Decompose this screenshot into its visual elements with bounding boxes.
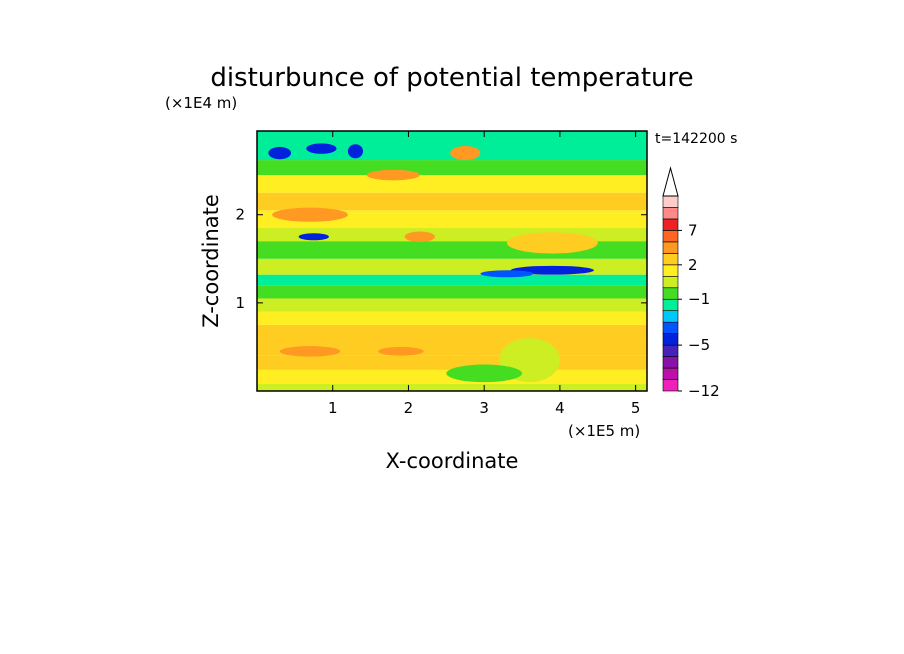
- contour-blob: [268, 146, 292, 160]
- colorbar-label: −5: [688, 336, 710, 354]
- colorbar-segment: [662, 207, 679, 220]
- time-label: t=142200 s: [655, 131, 737, 147]
- contour-band: [257, 274, 647, 286]
- colorbar-segment: [662, 356, 679, 369]
- colorbar-segment: [662, 195, 679, 208]
- x-axis-label: X-coordinate: [386, 449, 519, 473]
- contour-blob: [272, 207, 348, 222]
- colorbar-segment: [662, 310, 679, 323]
- contour-blob: [378, 346, 424, 356]
- contour-band: [257, 175, 647, 193]
- colorbar-segment: [662, 321, 679, 334]
- colorbar-label: 7: [688, 221, 698, 239]
- contour-blob: [506, 232, 598, 254]
- chart-title: disturbunce of potential temperature: [210, 63, 693, 93]
- colorbar-segment: [662, 241, 679, 254]
- contour-band: [257, 383, 647, 391]
- colorbar-label: −12: [688, 382, 720, 400]
- contour-band: [257, 311, 647, 325]
- contour-band: [257, 160, 647, 176]
- colorbar-segment: [662, 287, 679, 300]
- y-axis-ticks: 12: [235, 206, 647, 312]
- colorbar-segment: [662, 253, 679, 266]
- x-tick-label: 5: [631, 399, 641, 417]
- contour-band: [257, 285, 647, 299]
- contour-band: [257, 298, 647, 312]
- x-tick-label: 2: [404, 399, 414, 417]
- contour-blob: [279, 346, 341, 357]
- colorbar-segment: [662, 379, 679, 392]
- x-tick-label: 1: [328, 399, 338, 417]
- colorbar-segment: [662, 298, 679, 312]
- colorbar: 7 2 −1 −5 −12: [662, 166, 720, 400]
- contour-band: [257, 355, 647, 370]
- contour-band: [257, 192, 647, 211]
- plot-frame: [256, 130, 648, 392]
- colorbar-segment: [662, 218, 679, 231]
- colorbar-segment: [662, 275, 679, 289]
- contour-blob: [446, 364, 523, 383]
- contour-blob: [306, 143, 337, 154]
- x-tick-label: 3: [479, 399, 489, 417]
- contour-blob: [510, 265, 594, 275]
- contour-blob: [480, 270, 534, 278]
- contour-blob: [347, 144, 364, 159]
- y-tick-label: 1: [235, 294, 245, 312]
- colorbar-label: 2: [688, 256, 698, 274]
- x-axis-ticks: 1 2 3 4 5: [328, 131, 640, 417]
- colorbar-segment: [662, 367, 679, 380]
- x-unit-label: (×1E5 m): [568, 422, 640, 440]
- contour-band: [257, 210, 647, 228]
- contour-blob: [404, 231, 435, 243]
- y-unit-label: (×1E4 m): [165, 94, 237, 112]
- y-axis-label: Z-coordinate: [199, 194, 223, 328]
- x-tick-label: 4: [555, 399, 565, 417]
- colorbar-label: −1: [688, 290, 710, 308]
- y-tick-label: 2: [235, 206, 245, 224]
- contour-blob: [450, 145, 481, 161]
- colorbar-segment: [662, 264, 679, 277]
- colorbar-segment: [662, 230, 679, 243]
- contour-band: [257, 324, 647, 343]
- contour-blob: [366, 169, 420, 181]
- contour-field: [257, 131, 647, 391]
- colorbar-segment: [662, 344, 679, 357]
- colorbar-extend-arrow: [662, 166, 679, 197]
- colorbar-segment: [662, 333, 679, 346]
- contour-blob: [298, 233, 329, 241]
